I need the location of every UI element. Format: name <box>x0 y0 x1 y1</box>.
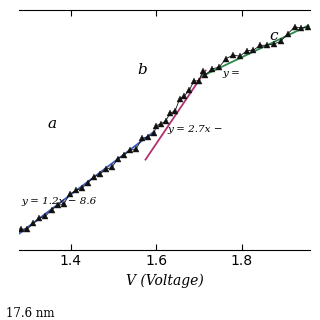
Text: y =: y = <box>223 68 241 78</box>
X-axis label: V (Voltage): V (Voltage) <box>126 274 204 288</box>
Text: a: a <box>47 116 56 131</box>
Text: 17.6 nm: 17.6 nm <box>6 307 55 320</box>
Text: b: b <box>137 63 147 76</box>
Text: y = 2.7x −: y = 2.7x − <box>167 124 226 134</box>
Text: y = 1.2x − 8.6: y = 1.2x − 8.6 <box>21 196 97 206</box>
Text: c: c <box>270 28 278 43</box>
